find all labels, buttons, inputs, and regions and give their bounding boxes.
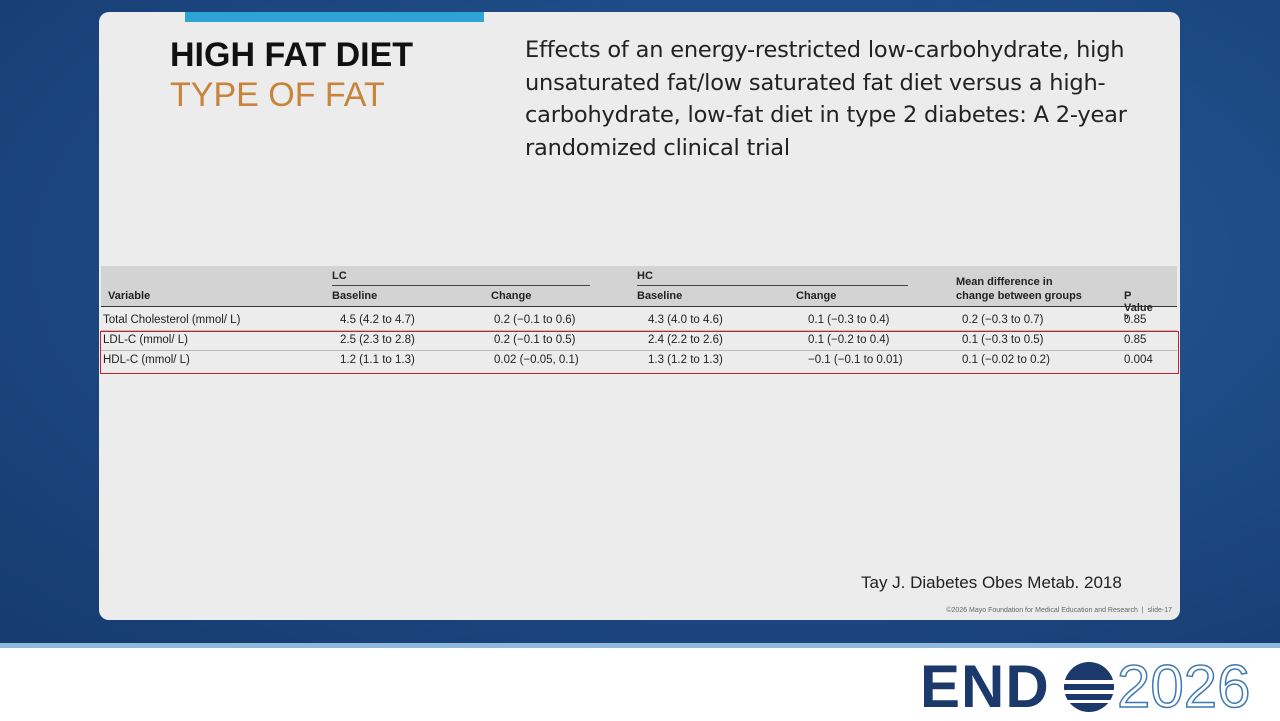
table-cell: Total Cholesterol (mmol/ L) [103, 314, 241, 326]
column-header: Change [796, 290, 837, 302]
logo-year: 2026 [1116, 652, 1251, 721]
group-header: HC [637, 270, 653, 282]
column-header: Baseline [637, 290, 683, 302]
table-cell: 4.3 (4.0 to 4.6) [648, 314, 723, 326]
group-header: LC [332, 270, 347, 282]
table-cell: 0.85 [1124, 314, 1147, 326]
column-header: Baseline [332, 290, 378, 302]
table-cell: 0.02 (−0.05, 0.1) [494, 354, 579, 366]
table-cell: 0.1 (−0.2 to 0.4) [808, 334, 890, 346]
footer: ©2026 Mayo Foundation for Medical Educat… [946, 607, 1172, 614]
footnote-mark: b [1124, 314, 1129, 321]
logo-text: END [920, 653, 1050, 720]
group-rule [332, 285, 590, 286]
table-cell: 0.1 (−0.02 to 0.2) [962, 354, 1050, 366]
table-cell: 0.004 [1124, 354, 1153, 366]
logo-globe [1062, 662, 1116, 712]
table-header [101, 266, 1177, 307]
group-rule [637, 285, 908, 286]
slide-card [99, 12, 1180, 620]
table-cell: 4.5 (4.2 to 4.7) [340, 314, 415, 326]
column-header: Change [491, 290, 532, 302]
table-cell: LDL-C (mmol/ L) [103, 334, 188, 346]
table-cell: 0.2 (−0.1 to 0.5) [494, 334, 576, 346]
table-cell: 1.3 (1.2 to 1.3) [648, 354, 723, 366]
table-cell: 1.2 (1.1 to 1.3) [340, 354, 415, 366]
table-cell: 0.85 [1124, 334, 1147, 346]
table-cell: HDL-C (mmol/ L) [103, 354, 190, 366]
table-cell: 0.1 (−0.3 to 0.4) [808, 314, 890, 326]
table-cell: −0.1 (−0.1 to 0.01) [808, 354, 903, 366]
table-cell: 2.5 (2.3 to 2.8) [340, 334, 415, 346]
row-rule [101, 330, 1177, 331]
slide-title: HIGH FAT DIET [170, 36, 414, 74]
table-cell: 2.4 (2.2 to 2.6) [648, 334, 723, 346]
table-cell: 0.2 (−0.3 to 0.7) [962, 314, 1044, 326]
group-header: Mean difference in change between groups [956, 276, 1082, 302]
highlight-box [100, 331, 1179, 374]
divider [0, 643, 1280, 648]
row-rule [101, 350, 1177, 351]
column-header: Variable [108, 290, 151, 302]
slide-subtitle: TYPE OF FAT [170, 76, 385, 114]
accent-bar [185, 12, 484, 22]
paper-title: Effects of an energy-restricted low-carb… [525, 37, 1127, 161]
header-rule [101, 306, 1177, 307]
table-cell: 0.1 (−0.3 to 0.5) [962, 334, 1044, 346]
column-header: P Value b [1124, 290, 1153, 321]
table-cell: 0.2 (−0.1 to 0.6) [494, 314, 576, 326]
citation: Tay J. Diabetes Obes Metab. 2018 [861, 573, 1122, 592]
